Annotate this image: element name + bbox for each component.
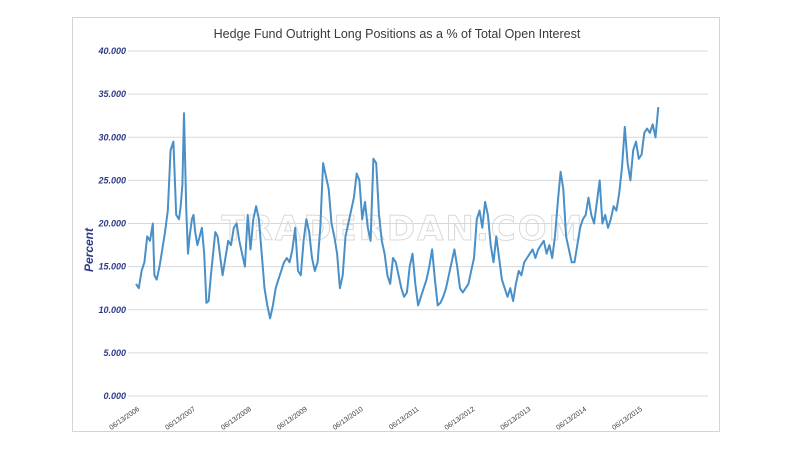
- y-tick-label: 35.000: [98, 89, 126, 99]
- y-tick-label: 30.000: [98, 132, 126, 142]
- x-tick-label: 06/13/2015: [611, 406, 644, 432]
- gridlines: [128, 50, 708, 397]
- series-line: [135, 107, 660, 320]
- chart-frame: Hedge Fund Outright Long Positions as a …: [72, 17, 720, 432]
- series-layer: [135, 107, 660, 320]
- x-tick-label: 06/13/2006: [108, 406, 141, 432]
- x-tick-label: 06/13/2014: [555, 406, 588, 432]
- chart-title: Hedge Fund Outright Long Positions as a …: [214, 27, 581, 41]
- y-tick-label: 0.000: [103, 391, 126, 401]
- x-tick-label: 06/13/2007: [164, 406, 197, 432]
- y-axis-label: Percent: [82, 227, 96, 272]
- x-tick-label: 06/13/2010: [332, 406, 365, 432]
- y-tick-label: 5.000: [103, 348, 126, 358]
- watermark: TRADERDAN.COM: [222, 209, 585, 249]
- x-tick-label: 06/13/2012: [444, 406, 477, 432]
- line-chart: Hedge Fund Outright Long Positions as a …: [82, 27, 708, 432]
- x-tick-label: 06/13/2009: [276, 406, 309, 432]
- y-tick-label: 10.000: [98, 305, 126, 315]
- x-tick-label: 06/13/2013: [499, 406, 532, 432]
- y-tick-label: 25.000: [97, 175, 126, 185]
- y-tick-label: 40.000: [97, 46, 126, 56]
- x-tick-label: 06/13/2008: [220, 406, 253, 432]
- x-tick-labels: 06/13/2006 06/13/2007 06/13/2008 06/13/2009…: [108, 406, 644, 432]
- y-tick-labels: 0.000 5.000 10.000 15.000 20.000 25.000 30.000…: [97, 46, 126, 401]
- y-tick-label: 15.000: [98, 262, 126, 272]
- y-tick-label: 20.000: [97, 219, 126, 229]
- x-tick-label: 06/13/2011: [388, 406, 420, 432]
